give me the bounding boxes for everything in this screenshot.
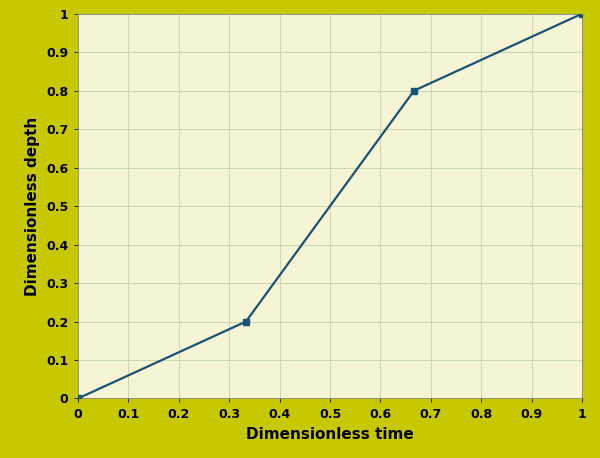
X-axis label: Dimensionless time: Dimensionless time: [246, 427, 414, 442]
Y-axis label: Dimensionless depth: Dimensionless depth: [25, 116, 40, 296]
